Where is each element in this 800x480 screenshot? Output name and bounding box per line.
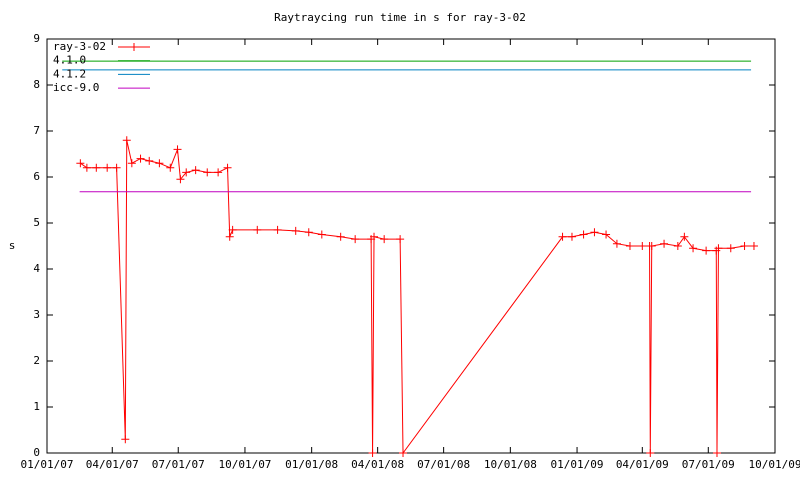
point-marker (602, 230, 611, 239)
point-marker (122, 136, 131, 145)
y-tick-label: 7 (33, 124, 40, 137)
point-marker (612, 239, 621, 248)
point-marker (92, 163, 101, 172)
legend-label: 4.1.0 (53, 54, 86, 67)
point-marker (182, 168, 191, 177)
point-marker (625, 242, 634, 250)
x-tick-label: 07/01/09 (682, 458, 735, 471)
y-tick-label: 4 (33, 262, 40, 275)
point-marker (103, 163, 112, 172)
x-tick-label: 01/01/07 (21, 458, 74, 471)
point-marker (714, 244, 723, 253)
point-marker (558, 232, 567, 241)
point-marker (273, 225, 282, 234)
point-marker (673, 242, 682, 250)
point-marker (638, 242, 647, 250)
point-marker (689, 244, 698, 253)
point-marker (647, 242, 656, 250)
x-tick-label: 01/01/08 (285, 458, 338, 471)
plot-frame (46, 38, 776, 454)
x-tick-label: 07/01/08 (417, 458, 470, 471)
point-marker (76, 159, 85, 168)
x-tick-label: 04/01/07 (86, 458, 139, 471)
x-tick-label: 10/01/08 (484, 458, 537, 471)
point-marker (702, 246, 711, 255)
point-marker (127, 159, 136, 168)
point-marker (370, 232, 379, 241)
y-tick-label: 9 (33, 32, 40, 45)
y-tick-label: 5 (33, 216, 40, 229)
x-tick-label: 07/01/07 (152, 458, 205, 471)
point-marker (368, 449, 377, 457)
point-marker (579, 230, 588, 239)
point-marker (590, 228, 599, 237)
point-marker (145, 156, 154, 165)
series-line (80, 140, 754, 455)
point-marker (228, 225, 237, 234)
point-marker (336, 232, 345, 241)
x-tick-label: 01/01/09 (551, 458, 604, 471)
point-marker (176, 175, 185, 184)
legend-label: ray-3-02 (53, 40, 106, 53)
point-marker (712, 449, 721, 457)
point-marker (253, 225, 262, 234)
point-marker (155, 159, 164, 168)
x-tick-label: 04/01/08 (351, 458, 404, 471)
point-marker (173, 145, 182, 154)
point-marker (726, 244, 735, 253)
legend-marker (130, 43, 138, 51)
point-marker (214, 168, 223, 177)
legend-label: 4.1.2 (53, 67, 86, 80)
point-marker (380, 235, 389, 244)
y-tick-label: 2 (33, 354, 40, 367)
point-marker (203, 168, 212, 177)
point-marker (317, 230, 326, 239)
y-tick-label: 0 (33, 446, 40, 459)
y-tick-label: 6 (33, 170, 40, 183)
point-marker (291, 226, 300, 235)
y-tick-label: 3 (33, 308, 40, 321)
point-marker (304, 228, 313, 237)
y-tick-label: 1 (33, 400, 40, 413)
point-marker (225, 232, 234, 241)
point-marker (223, 163, 232, 172)
y-tick-label: 8 (33, 78, 40, 91)
x-tick-label: 04/01/09 (616, 458, 669, 471)
point-marker (680, 232, 689, 241)
point-marker (646, 449, 655, 457)
legend-label: icc-9.0 (53, 81, 99, 94)
point-marker (121, 435, 130, 444)
point-marker (191, 166, 200, 175)
chart-title: Raytraycing run time in s for ray-3-02 (274, 11, 526, 24)
point-marker (112, 163, 121, 172)
y-axis-label: s (9, 239, 16, 252)
point-marker (136, 154, 145, 163)
x-tick-label: 10/01/09 (749, 458, 800, 471)
point-marker (567, 232, 576, 241)
point-marker (166, 163, 175, 172)
point-marker (82, 163, 91, 172)
x-tick-label: 10/01/07 (218, 458, 271, 471)
point-marker (740, 242, 749, 250)
point-marker (660, 239, 669, 248)
point-marker (749, 242, 758, 250)
point-marker (351, 235, 360, 244)
point-marker (399, 449, 408, 457)
point-marker (396, 235, 405, 244)
